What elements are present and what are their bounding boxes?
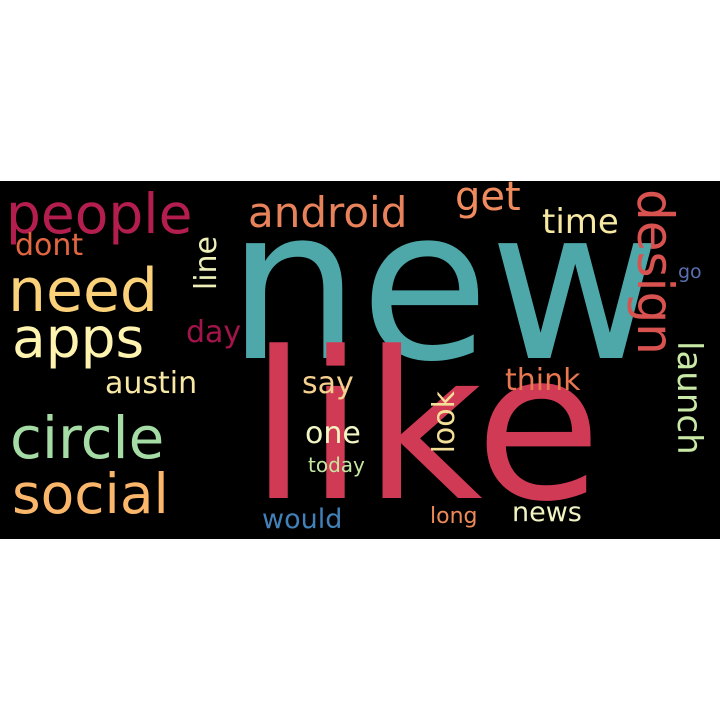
- word-get: get: [455, 181, 521, 220]
- word-think: think: [505, 363, 581, 398]
- word-need: need: [8, 256, 158, 326]
- word-line: line: [189, 236, 224, 291]
- word-dont: dont: [15, 228, 84, 263]
- word-day: day: [186, 315, 242, 350]
- word-launch: launch: [669, 341, 709, 455]
- word-go: go: [678, 261, 702, 283]
- word-social: social: [12, 462, 169, 526]
- word-news: news: [512, 497, 582, 528]
- word-long: long: [430, 504, 478, 529]
- word-one: one: [305, 416, 361, 451]
- word-people: people: [6, 182, 193, 246]
- word-say: say: [302, 366, 354, 401]
- word-android: android: [248, 188, 408, 237]
- word-would: would: [262, 504, 343, 535]
- word-austin: austin: [105, 366, 198, 401]
- word-design: design: [626, 189, 684, 355]
- word-apps: apps: [12, 306, 145, 370]
- word-cloud: new like people android get design time …: [0, 181, 720, 539]
- word-today: today: [308, 453, 365, 477]
- word-new: new: [227, 181, 662, 408]
- word-circle: circle: [10, 404, 165, 472]
- word-like: like: [250, 309, 602, 539]
- word-look: look: [427, 391, 462, 454]
- word-time: time: [542, 202, 619, 242]
